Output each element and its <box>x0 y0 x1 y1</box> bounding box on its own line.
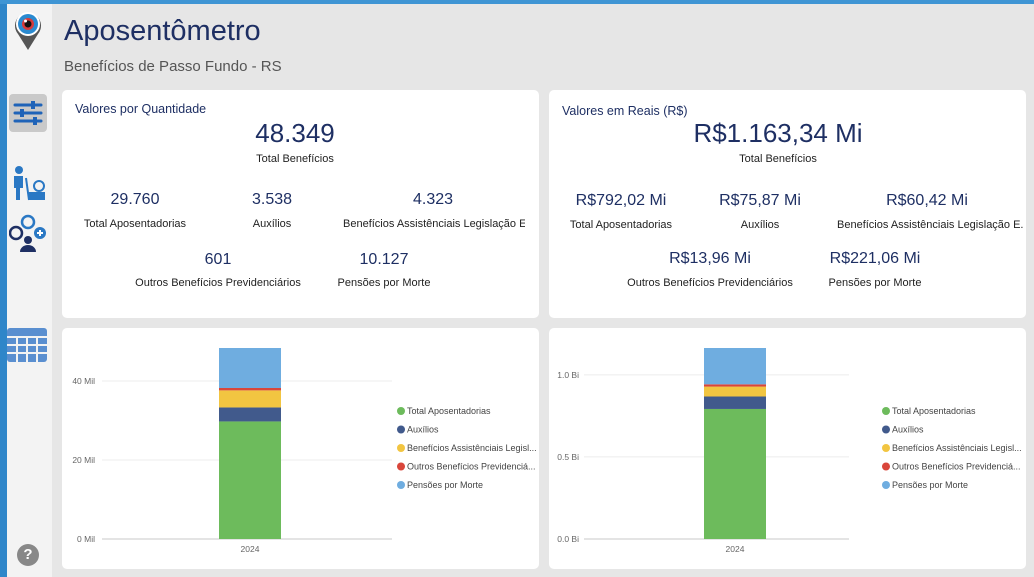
money-chart-card[interactable]: 0.0 Bi 0.5 Bi 1.0 Bi 2024 Total Aposentadori… <box>549 328 1026 569</box>
money-auxilios-value: R$75,87 Mi <box>719 192 801 209</box>
money-legend-label[interactable]: Total Aposentadorias <box>892 406 976 416</box>
money-aposentadorias-value: R$792,02 Mi <box>575 192 667 209</box>
money-pensoes-value: R$221,06 Mi <box>829 250 921 267</box>
qty-total-label: Total Benefícios <box>256 153 334 165</box>
qty-pensoes-value: 10.127 <box>359 251 409 268</box>
qty-total-value: 48.349 <box>255 118 335 148</box>
qty-aposentadorias-label: Total Aposentadorias <box>83 218 187 230</box>
money-legend-marker[interactable] <box>882 444 890 452</box>
money-bar-segment-2[interactable] <box>704 386 766 397</box>
qty-assistenciais-label: Benefícios Assistênciais Legislação E... <box>343 218 525 230</box>
money-bar-segment-4[interactable] <box>704 348 766 385</box>
qty-aposentadorias-value: 29.760 <box>110 191 160 208</box>
qty-bar-segment-4[interactable] <box>219 348 281 389</box>
qty-chart-card[interactable]: 0 Mil 20 Mil 40 Mil 2024 Total Aposentadoria… <box>62 328 539 569</box>
money-y-tick-label: 0.5 Bi <box>557 452 579 462</box>
qty-pensoes-label: Pensões por Morte <box>337 277 431 289</box>
money-stacked-bar-chart: 0.0 Bi 0.5 Bi 1.0 Bi 2024 Total Aposentadori… <box>557 348 1022 554</box>
qty-legend-label[interactable]: Total Aposentadorias <box>407 406 491 416</box>
qty-auxilios-value: 3.538 <box>251 191 293 208</box>
money-kpi-card[interactable]: Valores em Reais (R$) R$1.163,34 Mi Tota… <box>549 90 1026 318</box>
logo-eye-icon[interactable] <box>12 8 44 52</box>
money-card-title: Valores em Reais (R$) <box>562 104 688 118</box>
qty-bar-segment-0[interactable] <box>219 421 281 539</box>
money-assistenciais-value: R$60,42 Mi <box>886 192 968 209</box>
money-bar-segment-3[interactable] <box>704 384 766 387</box>
money-aposentadorias-label: Total Aposentadorias <box>569 219 673 231</box>
money-total-value: R$1.163,34 Mi <box>693 118 863 148</box>
calendar-table-icon[interactable] <box>7 328 47 362</box>
money-legend-label[interactable]: Auxílios <box>892 425 924 435</box>
qty-legend-label[interactable]: Pensões por Morte <box>407 480 483 490</box>
money-legend-marker[interactable] <box>882 462 890 471</box>
money-legend-label[interactable]: Pensões por Morte <box>892 480 968 490</box>
qty-y-tick-label: 0 Mil <box>77 534 95 544</box>
money-pensoes-label: Pensões por Morte <box>828 277 922 289</box>
help-label: ? <box>23 546 33 563</box>
money-outros-label: Outros Benefícios Previdenciários <box>627 277 793 289</box>
qty-legend-marker[interactable] <box>397 462 405 471</box>
qty-legend-label[interactable]: Outros Benefícios Previdenciá... <box>407 462 536 472</box>
money-legend-label[interactable]: Benefícios Assistênciais Legisl... <box>892 443 1022 453</box>
qty-bar-segment-3[interactable] <box>219 388 281 391</box>
money-assistenciais-label: Benefícios Assistênciais Legislação E... <box>837 219 1023 231</box>
filter-sliders-icon[interactable] <box>9 94 47 132</box>
qty-stacked-bar-chart: 0 Mil 20 Mil 40 Mil 2024 Total Aposentadoria… <box>72 348 537 554</box>
qty-bar-segment-1[interactable] <box>219 407 281 422</box>
qty-kpi-card[interactable]: Valores por Quantidade 48.349 Total Bene… <box>62 90 539 318</box>
money-outros-value: R$13,96 Mi <box>669 250 751 267</box>
qty-y-tick-label: 20 Mil <box>72 455 95 465</box>
qty-x-tick-label: 2024 <box>241 544 260 554</box>
top-accent-bar <box>0 0 1034 4</box>
qty-assistenciais-value: 4.323 <box>412 191 454 208</box>
money-bar-segment-0[interactable] <box>704 408 766 539</box>
money-legend-marker[interactable] <box>882 425 890 434</box>
money-y-tick-label: 1.0 Bi <box>557 370 579 380</box>
qty-outros-value: 601 <box>204 251 232 268</box>
qty-outros-label: Outros Benefícios Previdenciários <box>135 277 301 289</box>
qty-legend-label[interactable]: Auxílios <box>407 425 439 435</box>
money-y-tick-label: 0.0 Bi <box>557 534 579 544</box>
qty-card-title: Valores por Quantidade <box>75 102 207 116</box>
money-legend-marker[interactable] <box>882 481 890 489</box>
qty-legend-marker[interactable] <box>397 481 405 489</box>
money-total-label: Total Benefícios <box>739 153 817 165</box>
sidebar: ? <box>0 4 52 577</box>
money-x-tick-label: 2024 <box>726 544 745 554</box>
qty-legend-marker[interactable] <box>397 407 405 415</box>
people-network-icon[interactable] <box>9 214 47 254</box>
help-icon[interactable]: ? <box>17 544 39 566</box>
qty-bar-segment-2[interactable] <box>219 390 281 408</box>
money-auxilios-label: Auxílios <box>740 219 780 231</box>
qty-y-tick-label: 40 Mil <box>72 376 95 386</box>
money-legend-label[interactable]: Outros Benefícios Previdenciá... <box>892 462 1021 472</box>
page-subtitle: Benefícios de Passo Fundo - RS <box>64 58 282 75</box>
money-bar-segment-1[interactable] <box>704 396 766 409</box>
qty-legend-label[interactable]: Benefícios Assistênciais Legisl... <box>407 443 537 453</box>
money-legend-marker[interactable] <box>882 407 890 415</box>
qty-legend-marker[interactable] <box>397 425 405 434</box>
elderly-person-icon[interactable] <box>9 164 47 202</box>
qty-legend-marker[interactable] <box>397 444 405 452</box>
qty-auxilios-label: Auxílios <box>252 218 292 230</box>
page-title: Aposentômetro <box>64 15 261 47</box>
